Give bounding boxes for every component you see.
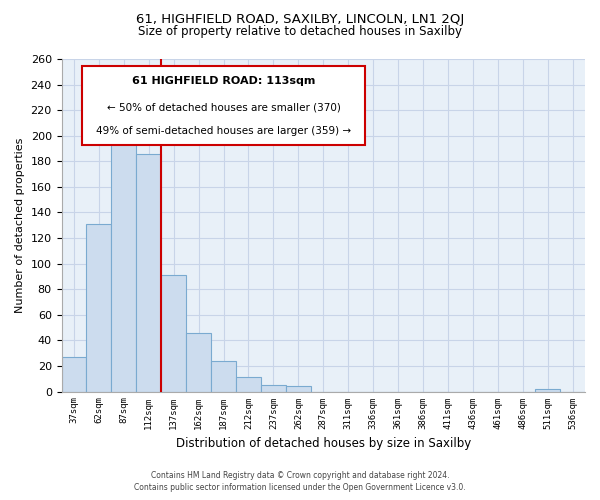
Text: Contains HM Land Registry data © Crown copyright and database right 2024.
Contai: Contains HM Land Registry data © Crown c…	[134, 471, 466, 492]
Bar	[286, 386, 311, 392]
Bar	[112, 119, 136, 392]
Bar	[186, 332, 211, 392]
Bar	[161, 275, 186, 392]
Bar	[535, 389, 560, 392]
Text: ← 50% of detached houses are smaller (370): ← 50% of detached houses are smaller (37…	[107, 102, 341, 112]
Text: 61 HIGHFIELD ROAD: 113sqm: 61 HIGHFIELD ROAD: 113sqm	[132, 76, 316, 86]
Text: Size of property relative to detached houses in Saxilby: Size of property relative to detached ho…	[138, 25, 462, 38]
Y-axis label: Number of detached properties: Number of detached properties	[15, 138, 25, 313]
Bar	[236, 378, 261, 392]
Bar	[62, 357, 86, 392]
Text: 49% of semi-detached houses are larger (359) →: 49% of semi-detached houses are larger (…	[96, 126, 352, 136]
X-axis label: Distribution of detached houses by size in Saxilby: Distribution of detached houses by size …	[176, 437, 471, 450]
Bar	[261, 385, 286, 392]
Bar	[86, 224, 112, 392]
Bar	[211, 361, 236, 392]
Text: 61, HIGHFIELD ROAD, SAXILBY, LINCOLN, LN1 2QJ: 61, HIGHFIELD ROAD, SAXILBY, LINCOLN, LN…	[136, 12, 464, 26]
FancyBboxPatch shape	[82, 66, 365, 146]
Bar	[136, 154, 161, 392]
